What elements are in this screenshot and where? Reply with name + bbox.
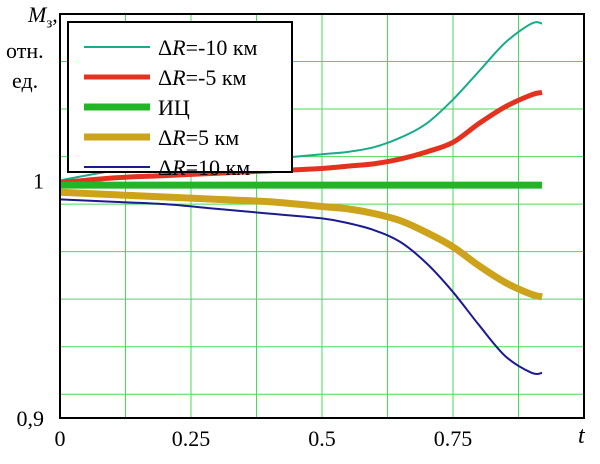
series-line-4 bbox=[59, 198, 543, 376]
series-lines bbox=[59, 21, 543, 376]
y-tick-label: 0,9 bbox=[17, 406, 45, 431]
plot-frame bbox=[59, 13, 585, 419]
x-tick-label: 0.75 bbox=[434, 426, 473, 451]
y-axis-unit-line2: ед. bbox=[12, 68, 39, 93]
x-tick-label: 0.5 bbox=[308, 426, 336, 451]
y-axis-unit-line1: отн. bbox=[6, 38, 44, 63]
y-axis-label: Mз, bbox=[28, 2, 88, 36]
legend-label-0: ΔR=-10 км bbox=[158, 35, 258, 60]
grid bbox=[60, 14, 584, 418]
tick-labels: 0 0.25 0.5 0.75 1 0,9 bbox=[17, 168, 473, 451]
x-tick-label: 0.25 bbox=[172, 426, 211, 451]
series-line-1 bbox=[59, 89, 543, 186]
y-label-comma: , bbox=[52, 2, 58, 27]
series-line-3 bbox=[59, 188, 543, 301]
y-label-subscript: з bbox=[46, 15, 53, 32]
legend-label-2: ИЦ bbox=[158, 95, 190, 120]
legend-label-4: ΔR=10 км bbox=[158, 155, 250, 180]
legend-label-1: ΔR=-5 км bbox=[158, 65, 247, 90]
x-axis-label: t bbox=[578, 423, 586, 449]
y-tick-label: 1 bbox=[33, 168, 44, 193]
x-tick-label: 0 bbox=[55, 426, 66, 451]
y-label-symbol: M bbox=[28, 2, 47, 27]
legend-label-3: ΔR=5 км bbox=[158, 125, 239, 150]
legend: ΔR=-10 км ΔR=-5 км ИЦ ΔR=5 км ΔR=10 км bbox=[67, 21, 293, 180]
